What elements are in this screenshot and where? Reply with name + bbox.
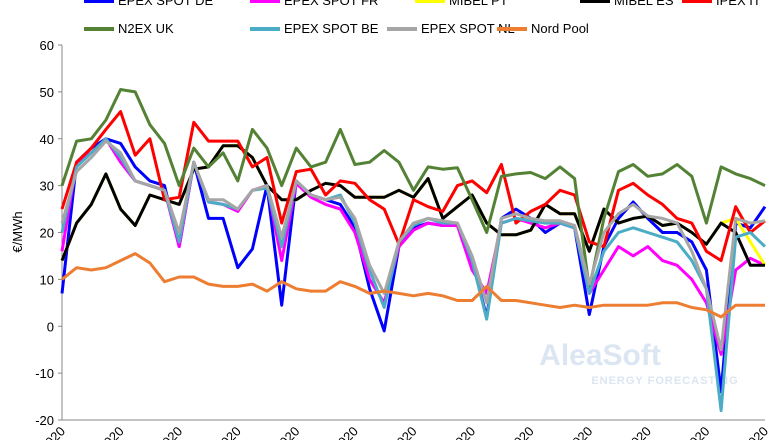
legend-label: EPEX SPOT BE: [284, 21, 379, 36]
series-line: [60, 88, 766, 291]
watermark: AleaSoft: [539, 339, 661, 372]
x-tick-label: /2020: [445, 424, 479, 440]
y-tick-label: 20: [40, 226, 54, 241]
x-tick-label: /2020: [210, 424, 244, 440]
x-tick-label: /2020: [738, 424, 772, 440]
y-tick-label: 50: [40, 85, 54, 100]
y-tick-label: -20: [35, 413, 54, 428]
series-line: [60, 139, 766, 352]
legend-label: EPEX SPOT DE: [118, 0, 213, 8]
x-tick-label: /2020: [679, 424, 713, 440]
x-tick-label: /2020: [503, 424, 537, 440]
x-tick-label: /2020: [152, 424, 186, 440]
x-tick-label: /2020: [93, 424, 127, 440]
y-tick-label: 40: [40, 132, 54, 147]
legend-label: EPEX SPOT NL: [421, 21, 515, 36]
y-axis-label: €/MWh: [10, 211, 25, 252]
series-line: [60, 137, 766, 356]
legend-label: EPEX SPOT FR: [284, 0, 378, 8]
y-tick-label: 10: [40, 272, 54, 287]
x-tick-label: /2020: [386, 424, 420, 440]
y-tick-label: -10: [35, 366, 54, 381]
y-tick-label: 60: [40, 38, 54, 53]
watermark-tagline: ENERGY FORECASTING: [591, 375, 738, 387]
legend-label: N2EX UK: [118, 21, 174, 36]
series-line: [60, 110, 766, 263]
x-tick-label: /2020: [327, 424, 361, 440]
y-tick-label: 30: [40, 179, 54, 194]
x-tick-label: /2020: [269, 424, 303, 440]
y-tick-label: 0: [47, 319, 54, 334]
x-tick-label: /2020: [562, 424, 596, 440]
series-line: [61, 252, 765, 319]
legend-label: MIBEL ES: [614, 0, 674, 8]
legend-label: Nord Pool: [531, 21, 589, 36]
x-tick-label: /2020: [620, 424, 654, 440]
legend-label: MIBEL PT: [449, 0, 508, 8]
legend-label: IPEX IT: [716, 0, 761, 8]
